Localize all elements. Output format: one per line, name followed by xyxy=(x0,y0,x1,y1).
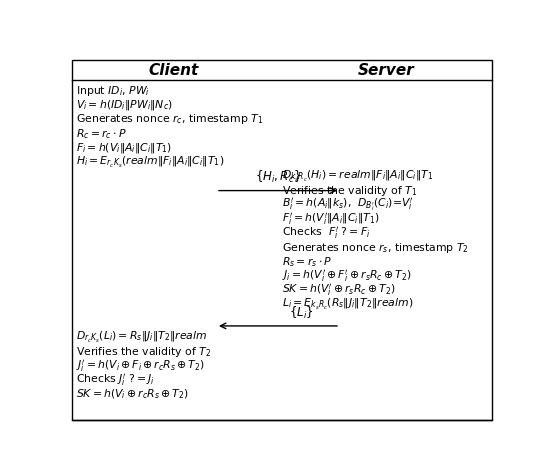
Text: $J_i' = h(V_i \oplus F_i \oplus r_c R_s \oplus T_2)$: $J_i' = h(V_i \oplus F_i \oplus r_c R_s … xyxy=(76,358,206,374)
Text: $R_c = r_c \cdot P$: $R_c = r_c \cdot P$ xyxy=(76,127,127,141)
Text: $D_{k_s R_c}(H_i) = \mathit{realm} \| F_i \| A_i \| C_i \| T_1$: $D_{k_s R_c}(H_i) = \mathit{realm} \| F_… xyxy=(282,169,433,184)
Text: Checks $J_i'$ ?$= J_i$: Checks $J_i'$ ?$= J_i$ xyxy=(76,372,155,388)
Text: $\{L_i\}$: $\{L_i\}$ xyxy=(289,304,313,321)
Text: Verifies the validity of $T_2$: Verifies the validity of $T_2$ xyxy=(76,344,212,359)
Text: $B_i' = h(A_i \| k_s)$,  $D_{B_i'}(C_i)$=$V_i'$: $B_i' = h(A_i \| k_s)$, $D_{B_i'}(C_i)$=… xyxy=(282,196,414,213)
Text: $D_{r_c K_s}(L_i) = R_s \| J_i \| T_2 \| \mathit{realm}$: $D_{r_c K_s}(L_i) = R_s \| J_i \| T_2 \|… xyxy=(76,330,208,345)
Text: $V_i = h(\mathit{ID_i} \| \mathit{PW_i} \| N_c)$: $V_i = h(\mathit{ID_i} \| \mathit{PW_i} … xyxy=(76,98,173,112)
Text: Checks  $F_i'$ ?$= F_i$: Checks $F_i'$ ?$= F_i$ xyxy=(282,225,370,241)
Text: $R_s = r_s \cdot P$: $R_s = r_s \cdot P$ xyxy=(282,255,332,269)
Text: Generates nonce $r_s$, timestamp $T_2$: Generates nonce $r_s$, timestamp $T_2$ xyxy=(282,240,469,255)
Text: $SK = h(V_i' \oplus r_s R_c \oplus T_2)$: $SK = h(V_i' \oplus r_s R_c \oplus T_2)$ xyxy=(282,282,395,298)
Text: $\{H_i, R_c\}$: $\{H_i, R_c\}$ xyxy=(255,169,301,185)
Text: $J_i = h(V_i' \oplus F_i' \oplus r_s R_c \oplus T_2)$: $J_i = h(V_i' \oplus F_i' \oplus r_s R_c… xyxy=(282,268,411,284)
Text: Server: Server xyxy=(358,63,415,77)
Text: $F_i' = h(V_i' \| A_i \| C_i \| T_1)$: $F_i' = h(V_i' \| A_i \| C_i \| T_1)$ xyxy=(282,211,380,227)
Text: $SK = h(V_i \oplus r_c R_s \oplus T_2)$: $SK = h(V_i \oplus r_c R_s \oplus T_2)$ xyxy=(76,388,189,401)
Text: Generates nonce $r_c$, timestamp $T_1$: Generates nonce $r_c$, timestamp $T_1$ xyxy=(76,113,263,126)
Text: $H_i = E_{r_c K_s}(\mathit{realm} \| F_i \| A_i \| C_i \| T_1)$: $H_i = E_{r_c K_s}(\mathit{realm} \| F_i… xyxy=(76,154,225,170)
Text: Verifies the validity of $T_1$: Verifies the validity of $T_1$ xyxy=(282,184,417,198)
Text: Input $\mathit{ID_i}$, $\mathit{PW_i}$: Input $\mathit{ID_i}$, $\mathit{PW_i}$ xyxy=(76,84,150,98)
Text: Client: Client xyxy=(148,63,199,77)
Text: $F_i = h(V_i \| A_i \| C_i \| T_1)$: $F_i = h(V_i \| A_i \| C_i \| T_1)$ xyxy=(76,141,173,155)
Text: $L_i = E_{k_s R_c}(R_s \| J_i \| T_2 \| \mathit{realm})$: $L_i = E_{k_s R_c}(R_s \| J_i \| T_2 \| … xyxy=(282,297,413,312)
